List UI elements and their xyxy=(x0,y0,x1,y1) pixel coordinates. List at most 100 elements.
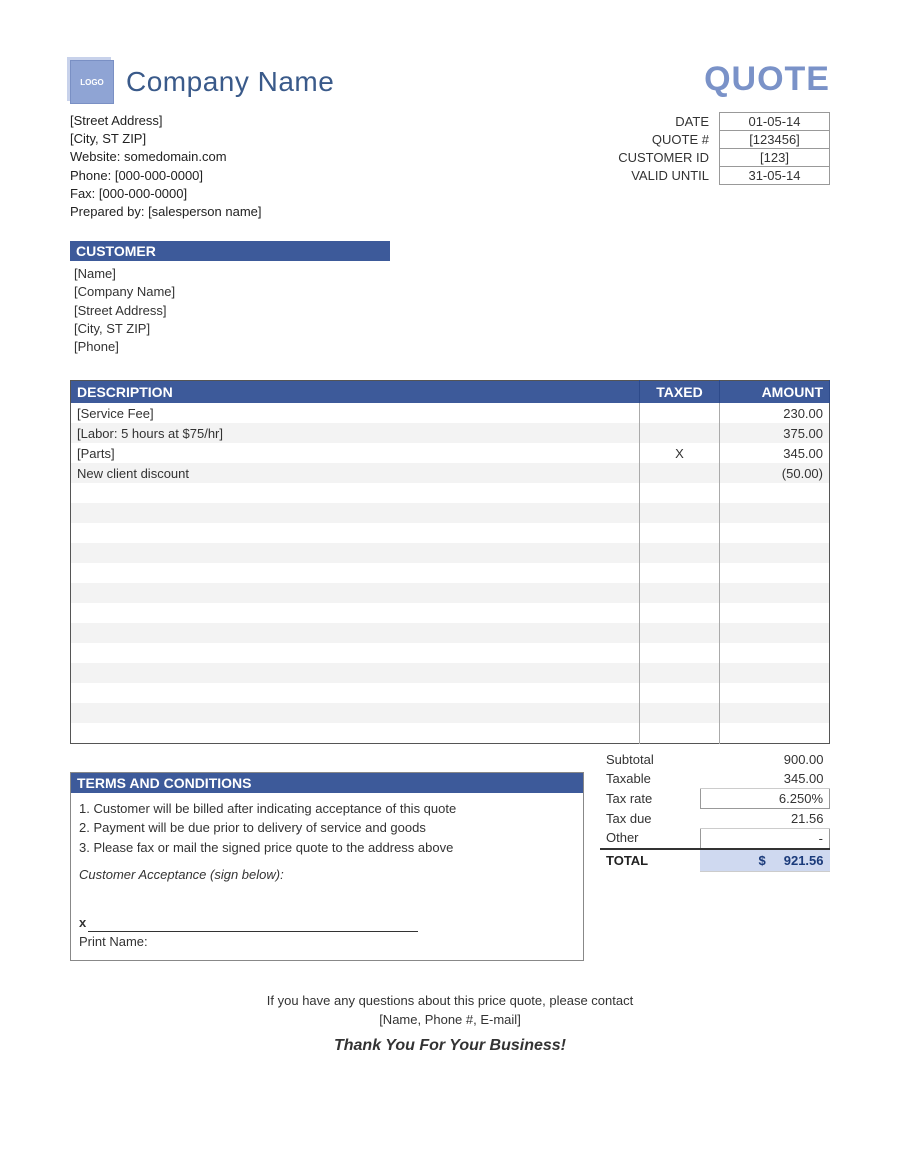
sign-x: x xyxy=(79,915,86,930)
table-row xyxy=(71,623,830,643)
item-description: [Labor: 5 hours at $75/hr] xyxy=(71,423,640,443)
print-name-label: Print Name: xyxy=(79,932,575,952)
meta-quote-value: [123456] xyxy=(720,131,830,149)
col-taxed: TAXED xyxy=(640,381,720,404)
taxrate-label: Tax rate xyxy=(600,788,700,808)
item-taxed xyxy=(640,503,720,523)
meta-date-value: 01-05-14 xyxy=(720,113,830,131)
item-description: [Service Fee] xyxy=(71,403,640,423)
totals-block: Subtotal900.00 Taxable345.00 Tax rate6.2… xyxy=(600,750,830,872)
item-description xyxy=(71,543,640,563)
item-amount xyxy=(720,703,830,723)
company-info: [Street Address] [City, ST ZIP] Website:… xyxy=(70,112,262,221)
term-2: 2. Payment will be due prior to delivery… xyxy=(79,818,575,838)
item-description xyxy=(71,703,640,723)
item-taxed xyxy=(640,523,720,543)
item-description xyxy=(71,683,640,703)
table-row xyxy=(71,703,830,723)
subtotal-label: Subtotal xyxy=(600,750,700,769)
item-description xyxy=(71,603,640,623)
terms-body: 1. Customer will be billed after indicat… xyxy=(71,793,583,960)
item-taxed xyxy=(640,543,720,563)
company-name: Company Name xyxy=(126,66,334,98)
item-amount xyxy=(720,563,830,583)
item-description: [Parts] xyxy=(71,443,640,463)
customer-phone: [Phone] xyxy=(74,338,830,356)
item-amount xyxy=(720,663,830,683)
item-amount xyxy=(720,583,830,603)
table-row xyxy=(71,503,830,523)
item-taxed xyxy=(640,723,720,743)
signature-line: x xyxy=(79,913,575,933)
item-amount xyxy=(720,623,830,643)
item-amount xyxy=(720,523,830,543)
meta-date-label: DATE xyxy=(610,113,719,131)
item-amount: 345.00 xyxy=(720,443,830,463)
meta-customerid-label: CUSTOMER ID xyxy=(610,149,719,167)
item-amount: 230.00 xyxy=(720,403,830,423)
company-website: Website: somedomain.com xyxy=(70,148,262,166)
meta-customerid-value: [123] xyxy=(720,149,830,167)
item-taxed xyxy=(640,643,720,663)
item-taxed xyxy=(640,703,720,723)
item-description xyxy=(71,623,640,643)
table-row xyxy=(71,663,830,683)
item-description xyxy=(71,583,640,603)
table-row xyxy=(71,583,830,603)
table-row: [Service Fee] 230.00 xyxy=(71,403,830,423)
item-amount xyxy=(720,543,830,563)
table-row xyxy=(71,683,830,703)
item-amount: 375.00 xyxy=(720,423,830,443)
item-taxed xyxy=(640,603,720,623)
terms-header: TERMS AND CONDITIONS xyxy=(71,773,583,793)
table-row xyxy=(71,483,830,503)
item-description xyxy=(71,523,640,543)
item-amount xyxy=(720,643,830,663)
item-taxed xyxy=(640,663,720,683)
col-description: DESCRIPTION xyxy=(71,381,640,404)
term-3: 3. Please fax or mail the signed price q… xyxy=(79,838,575,858)
customer-header: CUSTOMER xyxy=(70,241,390,261)
table-row xyxy=(71,543,830,563)
item-taxed xyxy=(640,463,720,483)
item-amount xyxy=(720,503,830,523)
meta-valid-label: VALID UNTIL xyxy=(610,167,719,185)
document-title: QUOTE xyxy=(704,60,830,99)
item-description xyxy=(71,563,640,583)
total-label: TOTAL xyxy=(600,849,700,872)
company-phone: Phone: [000-000-0000] xyxy=(70,167,262,185)
company-fax: Fax: [000-000-0000] xyxy=(70,185,262,203)
item-amount xyxy=(720,723,830,743)
footer: If you have any questions about this pri… xyxy=(70,991,830,1058)
taxdue-value: 21.56 xyxy=(700,808,829,828)
item-description xyxy=(71,723,640,743)
table-row xyxy=(71,723,830,743)
footer-line1: If you have any questions about this pri… xyxy=(70,991,830,1011)
item-amount xyxy=(720,683,830,703)
footer-line2: [Name, Phone #, E-mail] xyxy=(70,1010,830,1030)
item-description xyxy=(71,663,640,683)
total-value: $ 921.56 xyxy=(700,849,829,872)
item-description xyxy=(71,643,640,663)
customer-info: [Name] [Company Name] [Street Address] [… xyxy=(70,265,830,356)
item-taxed: X xyxy=(640,443,720,463)
table-row xyxy=(71,523,830,543)
item-amount xyxy=(720,483,830,503)
item-taxed xyxy=(640,403,720,423)
taxable-value: 345.00 xyxy=(700,769,829,789)
logo-icon: LOGO xyxy=(70,60,114,104)
item-description xyxy=(71,503,640,523)
item-taxed xyxy=(640,583,720,603)
table-row xyxy=(71,643,830,663)
customer-name: [Name] xyxy=(74,265,830,283)
taxdue-label: Tax due xyxy=(600,808,700,828)
header: LOGO Company Name QUOTE xyxy=(70,60,830,104)
bottom-row: TERMS AND CONDITIONS 1. Customer will be… xyxy=(70,750,830,961)
terms-block: TERMS AND CONDITIONS 1. Customer will be… xyxy=(70,772,584,961)
subtotal-value: 900.00 xyxy=(700,750,829,769)
company-prepared: Prepared by: [salesperson name] xyxy=(70,203,262,221)
other-label: Other xyxy=(600,828,700,849)
meta-valid-value: 31-05-14 xyxy=(720,167,830,185)
meta-quote-label: QUOTE # xyxy=(610,131,719,149)
taxable-label: Taxable xyxy=(600,769,700,789)
